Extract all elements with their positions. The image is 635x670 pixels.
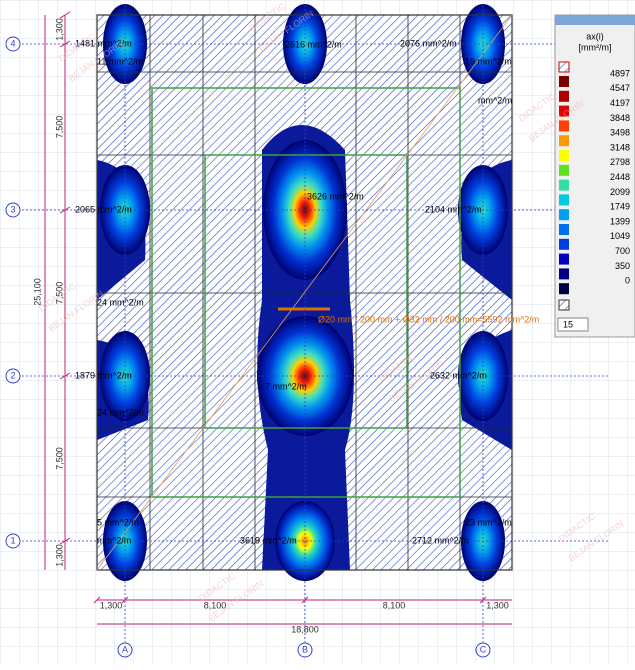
dim-label: 1,300 (54, 544, 64, 567)
legend-value: 1399 (610, 216, 630, 226)
value-label: Ø20 mm / 200 mm + Ø32 mm / 200 mm=5592 m… (318, 314, 539, 324)
legend-swatch (559, 283, 569, 294)
legend-swatch (559, 254, 569, 265)
legend-swatch (559, 224, 569, 235)
legend-swatch (559, 300, 569, 310)
value-label: 2065 mm^2/m (75, 204, 132, 214)
legend-value: 3148 (610, 142, 630, 152)
legend-swatch (559, 135, 569, 146)
legend-swatch (559, 165, 569, 176)
dim-label: 8,100 (383, 600, 406, 610)
axis-label: A (122, 644, 128, 654)
value-label: 23 mm^2/m (465, 517, 512, 527)
legend-value: 3848 (610, 113, 630, 123)
dim-label: 7,500 (54, 116, 64, 139)
axis-label: C (480, 644, 487, 654)
value-label: 5 mm^2/m (97, 517, 139, 527)
dim-label: 1,300 (54, 18, 64, 41)
legend-value: 1049 (610, 231, 630, 241)
value-label: 19 mm^2/m (465, 56, 512, 66)
legend-value: 2798 (610, 157, 630, 167)
value-label: mm^2/m (97, 535, 131, 545)
value-label: 2104 mm^2/m (425, 204, 482, 214)
legend-value: 4897 (610, 68, 630, 78)
value-label: 2076 mm^2/m (400, 38, 457, 48)
legend-step: 15 (563, 319, 573, 329)
axis-label: 4 (10, 38, 15, 48)
screenshot: 25,1001,3007,5007,5007,5001,3001,3008,10… (0, 0, 635, 665)
dim-label: 18,800 (291, 624, 319, 634)
legend-swatch (559, 194, 569, 205)
axis-label: 3 (10, 204, 15, 214)
legend-swatch (559, 239, 569, 250)
legend-unit: [mm²/m] (579, 42, 612, 52)
legend-title: ax(i) (586, 31, 604, 41)
value-label: 24 mm^2/m (97, 297, 144, 307)
value-label: 1879 mm^2/m (75, 370, 132, 380)
value-label: 2712 mm^2/m (412, 535, 469, 545)
legend-value: 700 (615, 246, 630, 256)
legend-swatch (559, 150, 569, 161)
legend-swatch (559, 180, 569, 191)
legend-titlebar (555, 15, 635, 25)
axis-label: 2 (10, 370, 15, 380)
value-label: 3626 mm^2/m (307, 191, 364, 201)
legend-swatch (559, 268, 569, 279)
legend-value: 3498 (610, 128, 630, 138)
value-label: mm^2/m (478, 95, 512, 105)
value-label: 2632 mm^2/m (430, 370, 487, 380)
legend-swatch (559, 76, 569, 87)
legend-value: 4547 (610, 83, 630, 93)
value-label: 7 mm^2/m (265, 381, 307, 391)
dim-label: 7,500 (54, 447, 64, 470)
axis-label: 1 (10, 535, 15, 545)
value-label: 2616 mm^2/m (285, 39, 342, 49)
legend-value: 4197 (610, 98, 630, 108)
legend-swatch (559, 209, 569, 220)
legend-value: 2099 (610, 187, 630, 197)
value-label: 24 mm^2/m (97, 407, 144, 417)
legend-value: 1749 (610, 202, 630, 212)
value-label: 3619 mm^2/m (240, 535, 297, 545)
dim-label: 1,300 (100, 600, 123, 610)
legend-swatch (559, 62, 569, 72)
axis-label: B (302, 644, 308, 654)
legend-value: 350 (615, 261, 630, 271)
legend-swatch (559, 91, 569, 102)
legend-value: 2448 (610, 172, 630, 182)
legend-value: 0 (625, 276, 630, 286)
dim-label: 1,300 (486, 600, 509, 610)
